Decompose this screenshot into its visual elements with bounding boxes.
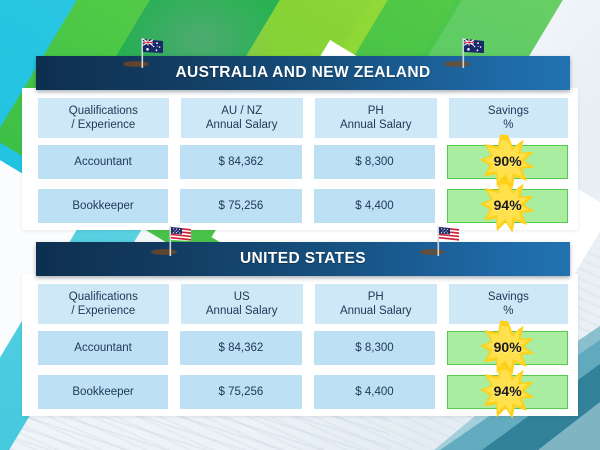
usa-flag-icon bbox=[418, 222, 462, 262]
column-header-line: Qualifications bbox=[68, 290, 138, 303]
column-header-line: % bbox=[503, 305, 514, 317]
section-header-anz-label: AUSTRALIA AND NEW ZEALAND bbox=[175, 64, 431, 81]
savings-value: 94% bbox=[493, 383, 522, 400]
starburst-icon bbox=[479, 320, 535, 375]
cell-ph-salary: $ 8,300 bbox=[313, 145, 436, 179]
cell-savings: 90% bbox=[447, 134, 568, 189]
cell-role: Bookkeeper bbox=[38, 189, 169, 223]
column-header-savings: Savings % bbox=[448, 284, 568, 324]
cell-local-salary: $ 75,256 bbox=[180, 189, 302, 223]
cell-local-salary: $ 84,362 bbox=[180, 331, 302, 365]
table-row: Bookkeeper $ 75,256 $ 4,400 94% bbox=[38, 178, 568, 233]
table-header-row-anz: Qualifications / Experience AU / NZ Annu… bbox=[38, 98, 568, 138]
section-header-anz: AUSTRALIA AND NEW ZEALAND bbox=[36, 56, 570, 90]
column-header-line: / Experience bbox=[71, 305, 136, 317]
cell-role: Accountant bbox=[38, 145, 169, 179]
column-header-local-salary: AU / NZ Annual Salary bbox=[180, 98, 303, 138]
column-header-line: US bbox=[233, 290, 250, 303]
column-header-line: Annual Salary bbox=[205, 305, 278, 317]
column-header-line: Savings bbox=[487, 290, 529, 303]
column-header-line: Annual Salary bbox=[339, 305, 412, 317]
table-row: Accountant $ 84,362 $ 8,300 90% bbox=[38, 134, 568, 189]
column-header-line: Annual Salary bbox=[205, 119, 278, 131]
table-header-row-us: Qualifications / Experience US Annual Sa… bbox=[38, 284, 568, 324]
cell-savings: 94% bbox=[447, 364, 568, 419]
section-header-us: UNITED STATES bbox=[36, 242, 570, 276]
cell-savings: 94% bbox=[447, 178, 568, 233]
usa-flag-icon bbox=[150, 222, 194, 262]
column-header-line: AU / NZ bbox=[221, 104, 263, 117]
column-header-line: Savings bbox=[487, 104, 529, 117]
savings-value: 90% bbox=[493, 339, 522, 356]
table-row: Bookkeeper $ 75,256 $ 4,400 94% bbox=[38, 364, 568, 419]
cell-ph-salary: $ 4,400 bbox=[313, 189, 436, 223]
cell-role: Bookkeeper bbox=[38, 375, 169, 409]
column-header-savings: Savings % bbox=[448, 98, 568, 138]
column-header-ph-salary: PH Annual Salary bbox=[314, 98, 437, 138]
column-header-qualifications: Qualifications / Experience bbox=[38, 284, 169, 324]
cell-ph-salary: $ 8,300 bbox=[313, 331, 436, 365]
column-header-line: PH bbox=[367, 290, 384, 303]
starburst-icon bbox=[479, 364, 535, 419]
section-header-us-label: UNITED STATES bbox=[239, 250, 367, 267]
savings-value: 90% bbox=[493, 153, 522, 170]
column-header-line: PH bbox=[367, 104, 384, 117]
column-header-line: Annual Salary bbox=[339, 119, 412, 131]
australia-flag-icon bbox=[122, 34, 166, 74]
column-header-line: / Experience bbox=[71, 119, 136, 131]
cell-local-salary: $ 75,256 bbox=[180, 375, 302, 409]
starburst-icon bbox=[479, 178, 535, 233]
column-header-line: Qualifications bbox=[68, 104, 138, 117]
cell-ph-salary: $ 4,400 bbox=[313, 375, 436, 409]
australia-flag-icon bbox=[443, 34, 487, 74]
cell-role: Accountant bbox=[38, 331, 169, 365]
cell-savings: 90% bbox=[447, 320, 568, 375]
savings-value: 94% bbox=[493, 197, 522, 214]
column-header-ph-salary: PH Annual Salary bbox=[314, 284, 437, 324]
column-header-local-salary: US Annual Salary bbox=[180, 284, 303, 324]
starburst-icon bbox=[479, 134, 535, 189]
column-header-qualifications: Qualifications / Experience bbox=[38, 98, 169, 138]
table-row: Accountant $ 84,362 $ 8,300 90% bbox=[38, 320, 568, 375]
cell-local-salary: $ 84,362 bbox=[180, 145, 302, 179]
column-header-line: % bbox=[503, 119, 514, 131]
